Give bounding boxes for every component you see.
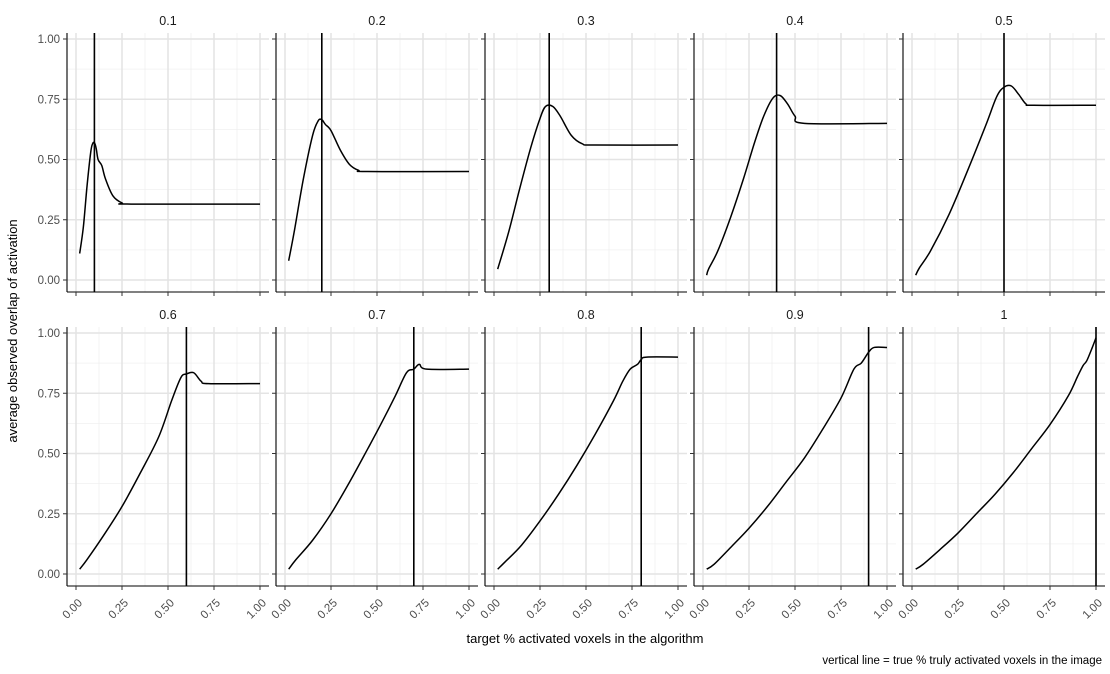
x-tick-label: 0.75 <box>199 597 223 621</box>
series-line <box>705 94 888 276</box>
facet-label: 0.1 <box>159 14 176 28</box>
x-tick-label: 0.75 <box>1035 597 1059 621</box>
facet-label: 1 <box>1001 308 1008 322</box>
x-tick-label: 0.50 <box>780 597 804 621</box>
facet-label: 0.5 <box>995 14 1012 28</box>
facet-panel: 0.1 0.00 0.25 0.50 0.75 1.00 <box>38 14 269 296</box>
x-tick-label: 0.25 <box>734 597 758 621</box>
x-tick-label: 0.75 <box>408 597 432 621</box>
series-line <box>497 356 679 570</box>
x-tick-label: 1.00 <box>245 597 269 621</box>
facet-panel: 0.8 0.00 0.25 0.50 0.75 1.00 <box>479 308 687 621</box>
x-tick-label: 0.00 <box>61 597 85 621</box>
panels-layer: 0.10.000.250.500.751.000.2 0.3 0.4 0.50.60.… <box>38 14 1105 621</box>
x-tick-label: 0.00 <box>479 597 503 621</box>
series-line <box>496 104 679 270</box>
series-line <box>78 141 261 254</box>
x-tick-label: 0.25 <box>943 597 967 621</box>
facet-panel: 0.5 <box>899 14 1105 296</box>
y-tick-label: 0.00 <box>38 275 60 287</box>
facet-label: 0.6 <box>159 308 176 322</box>
x-tick-label: 0.00 <box>897 597 921 621</box>
facet-label: 0.7 <box>368 308 385 322</box>
x-tick-label: 0.50 <box>153 597 177 621</box>
y-tick-label: 0.50 <box>38 449 60 461</box>
facet-label: 0.8 <box>577 308 594 322</box>
series-line <box>706 346 888 570</box>
x-tick-label: 0.50 <box>571 597 595 621</box>
y-tick-label: 0.25 <box>38 509 60 521</box>
y-tick-label: 1.00 <box>38 34 60 46</box>
facet-panel: 0.7 0.00 0.25 0.50 0.75 1.00 <box>270 308 478 621</box>
x-tick-label: 1.00 <box>1081 597 1105 621</box>
x-axis-title: target % activated voxels in the algorit… <box>466 631 703 646</box>
facet-label: 0.3 <box>577 14 594 28</box>
y-tick-label: 0.50 <box>38 155 60 167</box>
series-line <box>287 118 470 261</box>
y-axis-title: average observed overlap of activation <box>5 219 20 442</box>
x-tick-label: 1.00 <box>663 597 687 621</box>
y-tick-label: 0.75 <box>38 388 60 400</box>
facet-panel: 0.2 <box>272 14 478 296</box>
x-tick-label: 0.75 <box>617 597 641 621</box>
facet-panel: 0.6 0.00 0.25 0.50 0.75 1.00 0.00 0.25 0.50 0.75 1… <box>38 308 269 621</box>
series-line <box>79 371 261 570</box>
x-tick-label: 0.25 <box>316 597 340 621</box>
y-tick-label: 0.75 <box>38 94 60 106</box>
y-tick-label: 0.25 <box>38 215 60 227</box>
y-tick-label: 1.00 <box>38 328 60 340</box>
x-tick-label: 0.00 <box>688 597 712 621</box>
series-line <box>288 363 470 570</box>
facet-panel: 0.3 <box>481 14 687 296</box>
x-tick-label: 0.75 <box>826 597 850 621</box>
facet-panel: 1 0.00 0.25 0.50 0.75 1.00 <box>897 308 1105 621</box>
facet-panel: 0.9 0.00 0.25 0.50 0.75 1.00 <box>688 308 896 621</box>
y-tick-label: 0.00 <box>38 569 60 581</box>
facet-label: 0.9 <box>786 308 803 322</box>
x-tick-label: 1.00 <box>872 597 896 621</box>
series-line <box>915 84 1097 276</box>
facet-panel: 0.4 <box>690 14 896 296</box>
x-tick-label: 0.50 <box>362 597 386 621</box>
facet-label: 0.4 <box>786 14 803 28</box>
caption: vertical line = true % truly activated v… <box>822 655 1102 667</box>
x-tick-label: 0.25 <box>525 597 549 621</box>
series-line <box>915 337 1097 570</box>
x-tick-label: 1.00 <box>454 597 478 621</box>
x-tick-label: 0.50 <box>989 597 1013 621</box>
x-tick-label: 0.00 <box>270 597 294 621</box>
facet-label: 0.2 <box>368 14 385 28</box>
x-tick-label: 0.25 <box>107 597 131 621</box>
